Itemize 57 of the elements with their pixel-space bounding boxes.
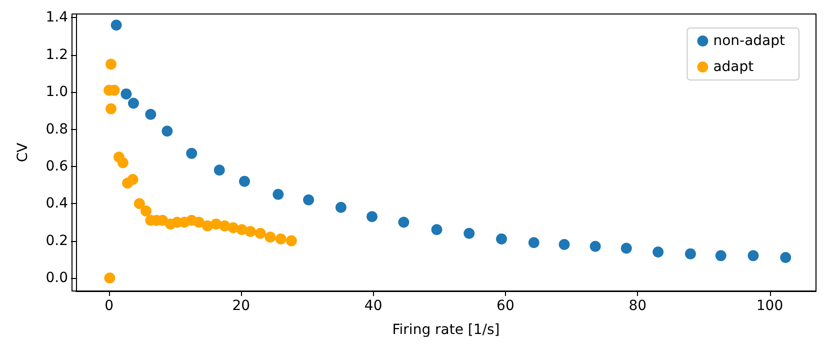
point (120, 88, 132, 100)
point (186, 148, 198, 159)
point (590, 240, 601, 252)
point (366, 211, 378, 222)
point (106, 103, 117, 114)
y-tick-label: 0.6 (46, 158, 68, 174)
point (496, 233, 507, 244)
point (134, 198, 145, 210)
point (127, 174, 138, 185)
point (238, 176, 250, 187)
point (210, 218, 222, 230)
y-tick-label: 0.8 (46, 121, 68, 138)
point (464, 228, 475, 239)
point (104, 272, 116, 284)
point (431, 224, 442, 236)
x-tick-label: 40 (364, 298, 382, 314)
y-tick-label: 1.2 (46, 46, 68, 63)
point (254, 228, 266, 239)
y-tick-label: 0.4 (46, 196, 68, 212)
point (652, 246, 664, 258)
point (684, 248, 696, 260)
y-tick-label: 1.0 (46, 84, 68, 100)
x-tick-label: 60 (496, 298, 514, 314)
legend-label: non-adapt (713, 33, 786, 49)
point (780, 252, 792, 264)
point (303, 194, 314, 206)
legend-label: adapt (713, 59, 754, 75)
point (140, 206, 152, 217)
y-axis-title: CV (15, 142, 31, 162)
point (214, 164, 225, 176)
point (193, 216, 204, 228)
point (162, 126, 173, 137)
point (106, 58, 117, 70)
x-tick-label: 0 (104, 298, 114, 314)
point (398, 216, 410, 228)
point (275, 233, 286, 244)
point (117, 157, 128, 168)
point (128, 98, 139, 109)
point (748, 250, 759, 262)
point (272, 188, 284, 200)
point (110, 20, 122, 31)
point (528, 237, 540, 248)
point (244, 226, 256, 238)
point (286, 235, 297, 246)
y-tick-label: 0.2 (46, 232, 68, 249)
x-tick-label: 80 (628, 298, 647, 314)
x-tick-label: 100 (756, 298, 784, 314)
y-tick-label: 0.0 (46, 270, 68, 286)
point (145, 108, 156, 120)
point (558, 239, 570, 250)
point (335, 202, 346, 213)
y-tick-label: 1.4 (46, 10, 68, 26)
point (620, 242, 632, 254)
x-tick-label: 20 (232, 298, 250, 314)
point (264, 232, 276, 243)
x-axis-title: Firing rate [1/s] (392, 322, 500, 338)
point (715, 250, 726, 262)
